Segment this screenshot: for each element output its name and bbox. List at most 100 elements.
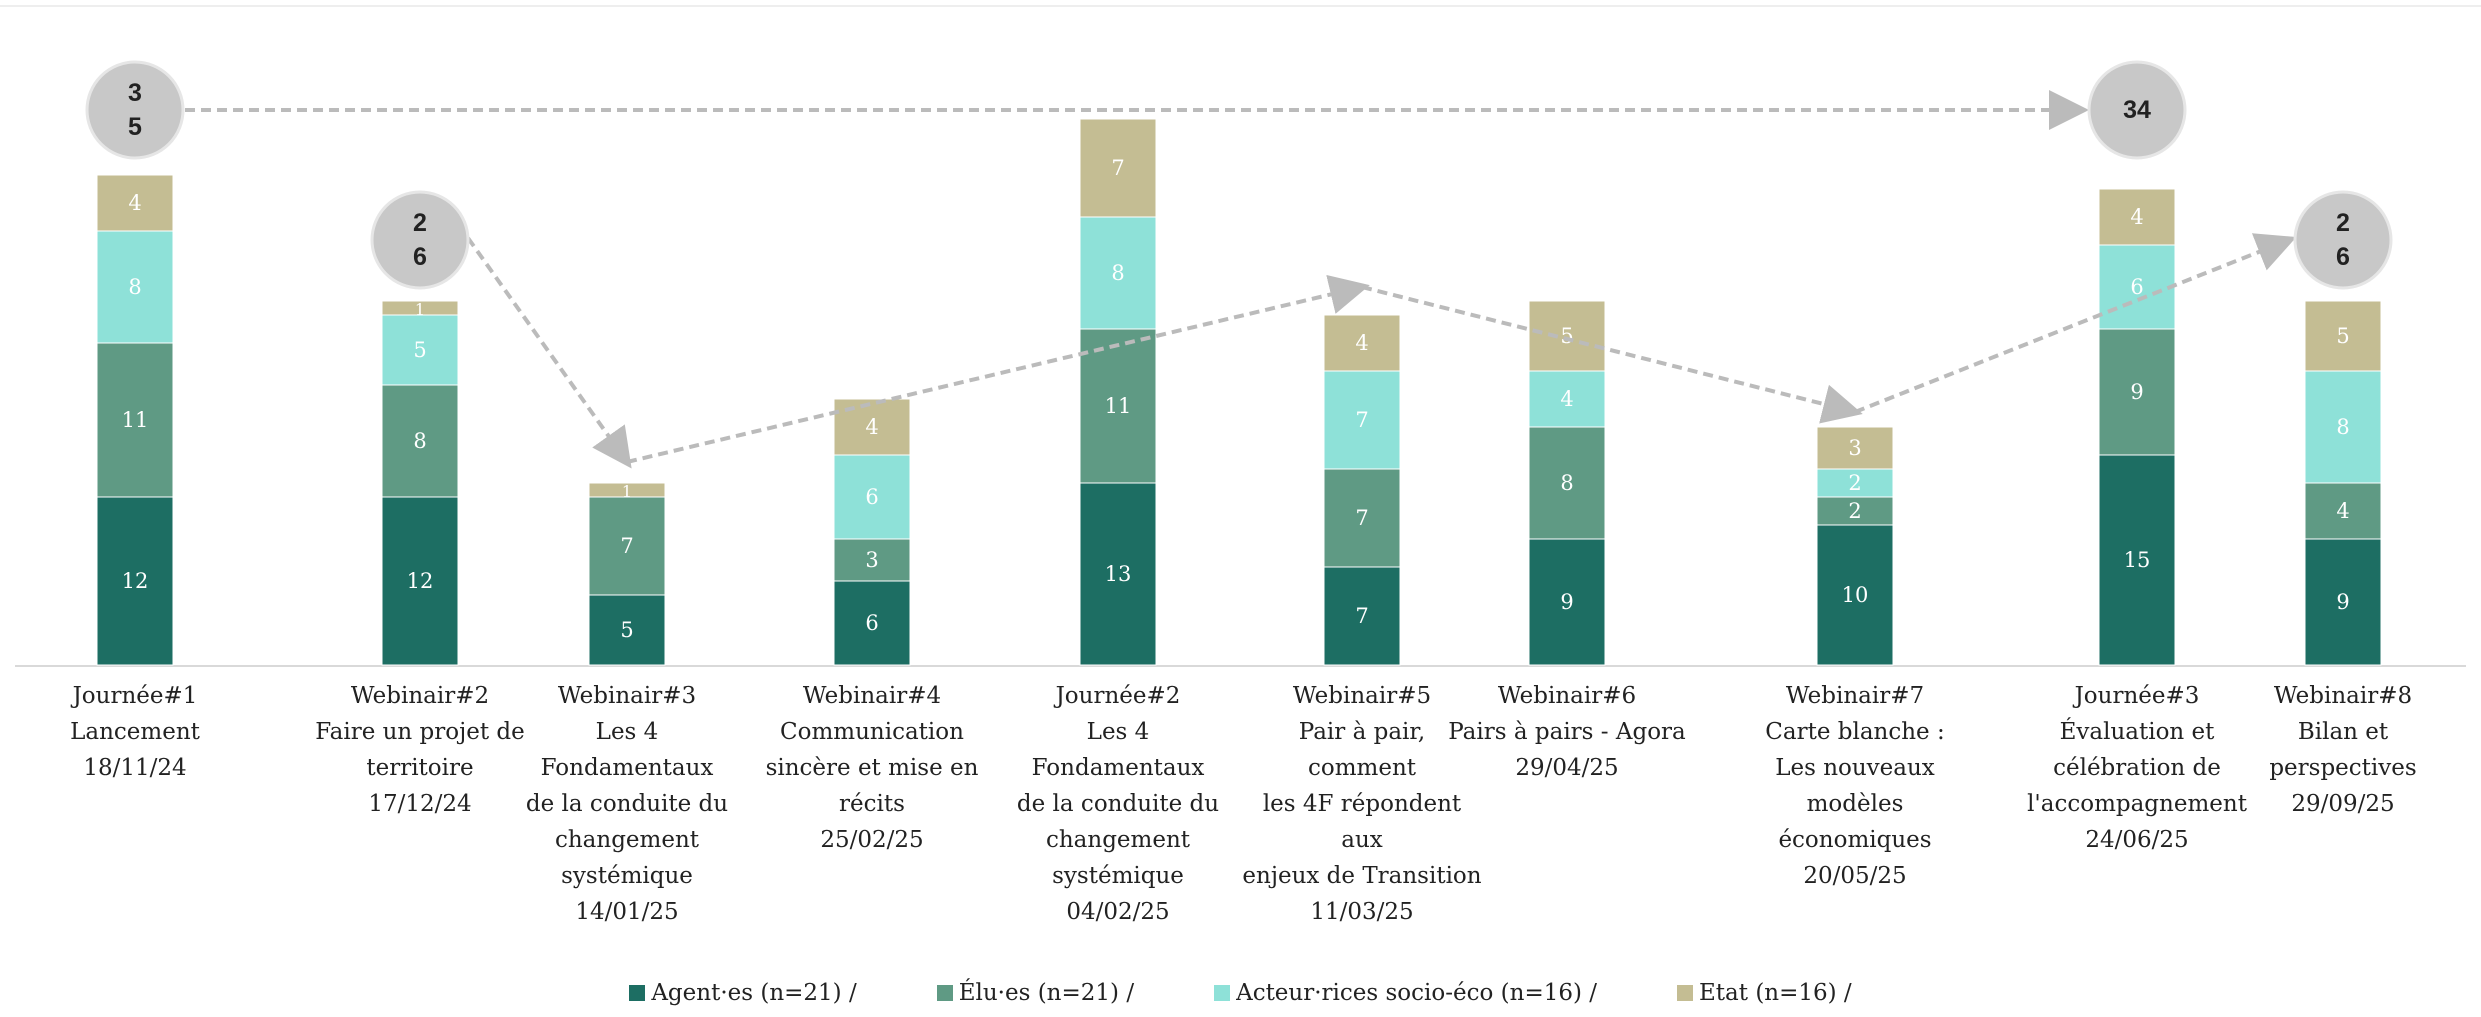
trend-line xyxy=(1361,285,1863,424)
total-bubble-label: 3 xyxy=(128,79,142,107)
legend-label: Agent·es (n=21) / xyxy=(651,980,857,1006)
bar-segment xyxy=(1528,426,1606,540)
bar-segment xyxy=(588,594,666,666)
bar-segment xyxy=(2098,188,2176,246)
bar-segment xyxy=(588,496,666,596)
legend-item: Élu·es (n=21) / xyxy=(936,980,1135,1006)
bar-value-label: 8 xyxy=(2336,415,2349,439)
x-tick-label: Journée#3 Évaluation et célébration de l… xyxy=(2027,683,2247,853)
legend-label: Etat (n=16) / xyxy=(1699,980,1852,1006)
bar-segment xyxy=(833,454,911,540)
bar-segment xyxy=(588,482,666,498)
legend-item: Agent·es (n=21) / xyxy=(629,980,857,1006)
bar-value-label: 1 xyxy=(415,300,425,319)
bar-value-label: 11 xyxy=(1105,394,1132,418)
bar-value-label: 6 xyxy=(865,485,878,509)
legend: Agent·es (n=21) / Élu·es (n=21) / Acteur·r… xyxy=(0,980,2481,1006)
bar-value-label: 4 xyxy=(2130,205,2143,229)
bar-segment xyxy=(381,496,459,666)
bar-value-label: 6 xyxy=(865,611,878,635)
bar-value-label: 4 xyxy=(865,415,878,439)
x-tick-label: Webinair#7 Carte blanche : Les nouveaux … xyxy=(1765,683,1945,889)
bar-segment xyxy=(1816,426,1894,470)
legend-label: Élu·es (n=21) / xyxy=(958,980,1135,1006)
bar-value-label: 2 xyxy=(1848,471,1861,495)
bar-value-label: 7 xyxy=(620,534,633,558)
bar-value-label: 4 xyxy=(1355,331,1368,355)
x-tick-label: Journée#2 Les 4 Fondamentaux de la condu… xyxy=(1016,683,1220,925)
legend-swatch xyxy=(1214,985,1231,1001)
total-bubble xyxy=(2087,60,2187,160)
legend-label: Acteur·rices socio-éco (n=16) / xyxy=(1236,980,1598,1006)
x-tick-label: Webinair#8 Bilan et perspectives 29/09/2… xyxy=(2269,683,2417,817)
bar-value-label: 8 xyxy=(1111,261,1124,285)
bar-segment xyxy=(2304,370,2382,484)
bar-value-label: 2 xyxy=(1848,499,1861,523)
legend-swatch xyxy=(1677,985,1694,1001)
bar-value-label: 8 xyxy=(1560,471,1573,495)
bar-value-label: 9 xyxy=(2336,590,2349,614)
x-tick-label: Webinair#5 Pair à pair, comment les 4F r… xyxy=(1242,683,1482,925)
bar-segment xyxy=(1528,300,1606,372)
total-bubble-label: 6 xyxy=(2336,243,2350,271)
x-tick-label: Webinair#3 Les 4 Fondamentaux de la cond… xyxy=(525,683,729,925)
total-bubble xyxy=(370,190,470,290)
bar-segment xyxy=(1323,370,1401,470)
bar-value-label: 13 xyxy=(1105,562,1132,586)
bar-segment xyxy=(96,174,174,232)
total-bubble-label: 6 xyxy=(413,243,427,271)
bar-value-label: 9 xyxy=(2130,380,2143,404)
bar-segment xyxy=(1079,482,1157,666)
bar-value-label: 7 xyxy=(1111,156,1124,180)
bar-value-label: 12 xyxy=(122,569,149,593)
bar-segment xyxy=(2098,328,2176,456)
total-bubble xyxy=(2293,190,2393,290)
x-tick-label: Webinair#2 Faire un projet de territoire… xyxy=(315,683,525,817)
bar-value-label: 7 xyxy=(1355,506,1368,530)
total-bubble-label: 2 xyxy=(413,209,427,237)
bar-segment xyxy=(1323,314,1401,372)
bar-segment xyxy=(96,342,174,498)
trend-line xyxy=(626,274,1370,464)
bar-value-label: 8 xyxy=(413,429,426,453)
bar-value-label: 10 xyxy=(1842,583,1869,607)
bar-segment xyxy=(1528,370,1606,428)
bar-segment xyxy=(96,496,174,666)
bar-value-label: 11 xyxy=(122,408,149,432)
total-bubble-label: 5 xyxy=(128,113,142,141)
bar-segment xyxy=(381,384,459,498)
bar-segment xyxy=(2098,454,2176,666)
bar-segment xyxy=(2304,538,2382,666)
bar-value-label: 5 xyxy=(620,618,633,642)
bar-value-label: 5 xyxy=(2336,324,2349,348)
bar-segment xyxy=(1816,496,1894,526)
bar-value-label: 7 xyxy=(1355,604,1368,628)
bar-segment xyxy=(833,580,911,666)
total-bubble xyxy=(85,60,185,160)
legend-swatch xyxy=(629,985,646,1001)
bar-value-label: 4 xyxy=(1560,387,1573,411)
total-bubble-label: 34 xyxy=(2123,96,2151,124)
stacked-bar-chart: 1211841285157163641311877774984510223159… xyxy=(0,5,2481,667)
x-tick-label: Webinair#4 Communication sincère et mise… xyxy=(765,683,979,853)
bar-value-label: 3 xyxy=(865,548,878,572)
bar-value-label: 8 xyxy=(128,275,141,299)
bar-value-label: 4 xyxy=(2336,499,2349,523)
trend-line xyxy=(466,236,632,469)
legend-item: Etat (n=16) / xyxy=(1677,980,1852,1006)
bar-value-label: 15 xyxy=(2124,548,2151,572)
bar-segment xyxy=(1323,468,1401,568)
bar-segment xyxy=(1816,468,1894,498)
bar-value-label: 1 xyxy=(622,482,632,501)
x-tick-label: Webinair#6 Pairs à pairs - Agora 29/04/2… xyxy=(1448,683,1686,781)
bar-segment xyxy=(1528,538,1606,666)
bar-value-label: 7 xyxy=(1355,408,1368,432)
bar-value-label: 12 xyxy=(407,569,434,593)
bar-segment xyxy=(1079,216,1157,330)
bar-value-label: 5 xyxy=(1560,324,1573,348)
bar-segment xyxy=(2098,244,2176,330)
x-tick-label: Journée#1 Lancement 18/11/24 xyxy=(70,683,200,781)
trend-line xyxy=(1854,233,2297,414)
total-bubble-label: 2 xyxy=(2336,209,2350,237)
legend-item: Acteur·rices socio-éco (n=16) / xyxy=(1214,980,1597,1006)
